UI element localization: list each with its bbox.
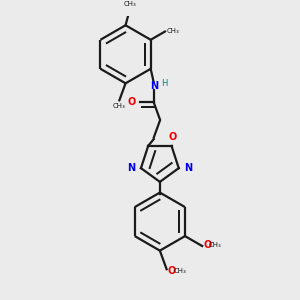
Text: O: O bbox=[127, 97, 135, 107]
Text: CH₃: CH₃ bbox=[166, 28, 179, 34]
Text: O: O bbox=[168, 266, 176, 276]
Text: H: H bbox=[161, 79, 168, 88]
Text: O: O bbox=[203, 240, 212, 250]
Text: CH₃: CH₃ bbox=[173, 268, 186, 274]
Text: CH₃: CH₃ bbox=[209, 242, 222, 248]
Text: O: O bbox=[169, 132, 177, 142]
Text: N: N bbox=[127, 163, 136, 173]
Text: CH₃: CH₃ bbox=[113, 103, 126, 109]
Text: N: N bbox=[150, 81, 158, 91]
Text: CH₃: CH₃ bbox=[124, 1, 136, 7]
Text: N: N bbox=[184, 163, 192, 173]
